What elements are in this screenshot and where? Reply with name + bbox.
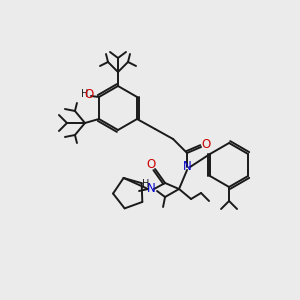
Text: H: H <box>81 89 88 99</box>
Text: H: H <box>142 179 150 189</box>
Text: N: N <box>183 160 191 173</box>
Text: N: N <box>147 182 155 196</box>
Text: O: O <box>201 137 211 151</box>
Text: O: O <box>84 88 94 101</box>
Text: O: O <box>146 158 156 170</box>
